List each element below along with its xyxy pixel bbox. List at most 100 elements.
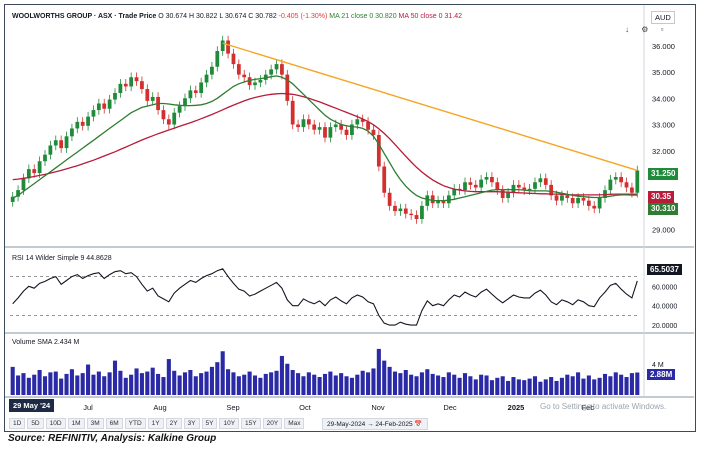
range-button-10y[interactable]: 10Y xyxy=(219,418,240,429)
candle-body xyxy=(382,166,387,193)
candle-body xyxy=(420,205,424,219)
candle-body xyxy=(118,83,123,93)
date-range-picker[interactable]: 29-May-2024 → 24-Feb-2025 📅 xyxy=(322,418,428,430)
volume-bar xyxy=(586,375,591,395)
ma21-label: MA 21 close 0 30.820 xyxy=(329,13,397,20)
range-button-ytd[interactable]: YTD xyxy=(124,418,146,429)
volume-bar xyxy=(75,375,80,395)
rsi-value-badge: 65.5037 xyxy=(647,264,682,275)
volume-bar xyxy=(226,369,231,395)
candle-body xyxy=(366,121,370,130)
volume-bar xyxy=(242,374,247,395)
candle-body xyxy=(312,124,317,130)
volume-bar xyxy=(333,375,338,395)
volume-bar xyxy=(263,373,268,395)
ma21-line xyxy=(12,75,638,202)
candle-body xyxy=(21,178,26,191)
volume-label: Volume SMA 2.434 M xyxy=(12,339,80,346)
candle-body xyxy=(210,66,214,75)
candle-body xyxy=(43,154,47,162)
candle-body xyxy=(549,184,554,196)
range-button-20y[interactable]: 20Y xyxy=(262,418,283,429)
currency-selector[interactable]: AUD xyxy=(651,11,675,24)
range-button-5d[interactable]: 5D xyxy=(27,418,44,429)
candle-body xyxy=(64,136,69,149)
candle-body xyxy=(177,106,182,113)
candle-body xyxy=(26,169,31,179)
volume-bar xyxy=(91,374,96,395)
candle-body xyxy=(403,208,408,214)
candle-body xyxy=(527,188,532,191)
volume-bar xyxy=(26,377,31,395)
candle-body xyxy=(172,112,177,125)
range-button-15y[interactable]: 15Y xyxy=(241,418,261,429)
range-button-10d[interactable]: 10D xyxy=(45,418,66,429)
candle-body xyxy=(490,177,494,183)
volume-bar xyxy=(182,372,188,395)
trendline xyxy=(222,42,638,172)
range-button-1d[interactable]: 1D xyxy=(9,418,26,429)
candle-body xyxy=(441,200,446,204)
rsi-tick-label: 20.0000 xyxy=(652,323,677,330)
range-button-6m[interactable]: 6M xyxy=(105,418,123,429)
volume-bar xyxy=(597,377,602,395)
candle-body xyxy=(624,182,629,188)
volume-bar xyxy=(506,380,511,395)
volume-bar xyxy=(549,377,554,395)
x-label-feb: Feb xyxy=(581,403,595,412)
volume-bar xyxy=(479,374,484,395)
volume-bar xyxy=(32,374,37,395)
volume-bar xyxy=(516,379,521,395)
chart-tools-icons[interactable]: ↓ ⚙ ▫ xyxy=(625,25,669,34)
candle-body xyxy=(96,103,101,111)
candle-body xyxy=(204,74,209,83)
volume-bar xyxy=(306,372,311,395)
volume-bar xyxy=(37,370,42,395)
candle-body xyxy=(463,182,467,191)
candle-body xyxy=(581,198,586,201)
volume-bar xyxy=(64,373,69,395)
volume-bar xyxy=(161,377,166,395)
range-button-max[interactable]: Max xyxy=(284,418,305,429)
range-button-1y[interactable]: 1Y xyxy=(147,418,164,429)
candle-body xyxy=(48,145,53,155)
candle-body xyxy=(495,182,500,191)
range-button-3y[interactable]: 3Y xyxy=(183,418,200,429)
range-button-3m[interactable]: 3M xyxy=(86,418,104,429)
volume-bar xyxy=(150,367,155,395)
volume-bar xyxy=(403,370,408,395)
candle-body xyxy=(188,90,193,99)
volume-bar xyxy=(613,372,618,395)
candle-body xyxy=(409,213,414,216)
volume-bar xyxy=(527,378,532,395)
volume-bar xyxy=(500,376,505,395)
last-price-badge: 31.250 xyxy=(648,168,679,180)
volume-bar xyxy=(118,370,123,395)
volume-bar xyxy=(581,378,586,395)
volume-bar xyxy=(236,376,241,395)
ma50-label: MA 50 close 0 31.42 xyxy=(398,13,462,20)
volume-bar xyxy=(177,375,182,395)
candle-body xyxy=(393,205,397,212)
volume-bar xyxy=(366,372,371,395)
candle-body xyxy=(253,82,257,86)
candle-body xyxy=(436,200,440,204)
volume-bar xyxy=(495,377,500,395)
candle-body xyxy=(350,124,354,135)
candle-body xyxy=(220,40,225,51)
candle-body xyxy=(538,178,543,183)
range-button-2y[interactable]: 2Y xyxy=(165,418,182,429)
volume-bar xyxy=(199,373,204,395)
candle-body xyxy=(102,103,107,109)
volume-bar xyxy=(231,372,236,395)
range-button-5y[interactable]: 5Y xyxy=(201,418,218,429)
candle-body xyxy=(333,124,338,128)
range-button-1m[interactable]: 1M xyxy=(67,418,85,429)
candle-body xyxy=(597,198,602,209)
source-footer: Source: REFINITIV, Analysis: Kalkine Gro… xyxy=(8,433,217,444)
candle-body xyxy=(592,205,597,209)
volume-bar xyxy=(392,371,398,395)
candle-body xyxy=(323,127,327,138)
volume-bar xyxy=(112,360,118,395)
volume-bar xyxy=(629,373,634,395)
